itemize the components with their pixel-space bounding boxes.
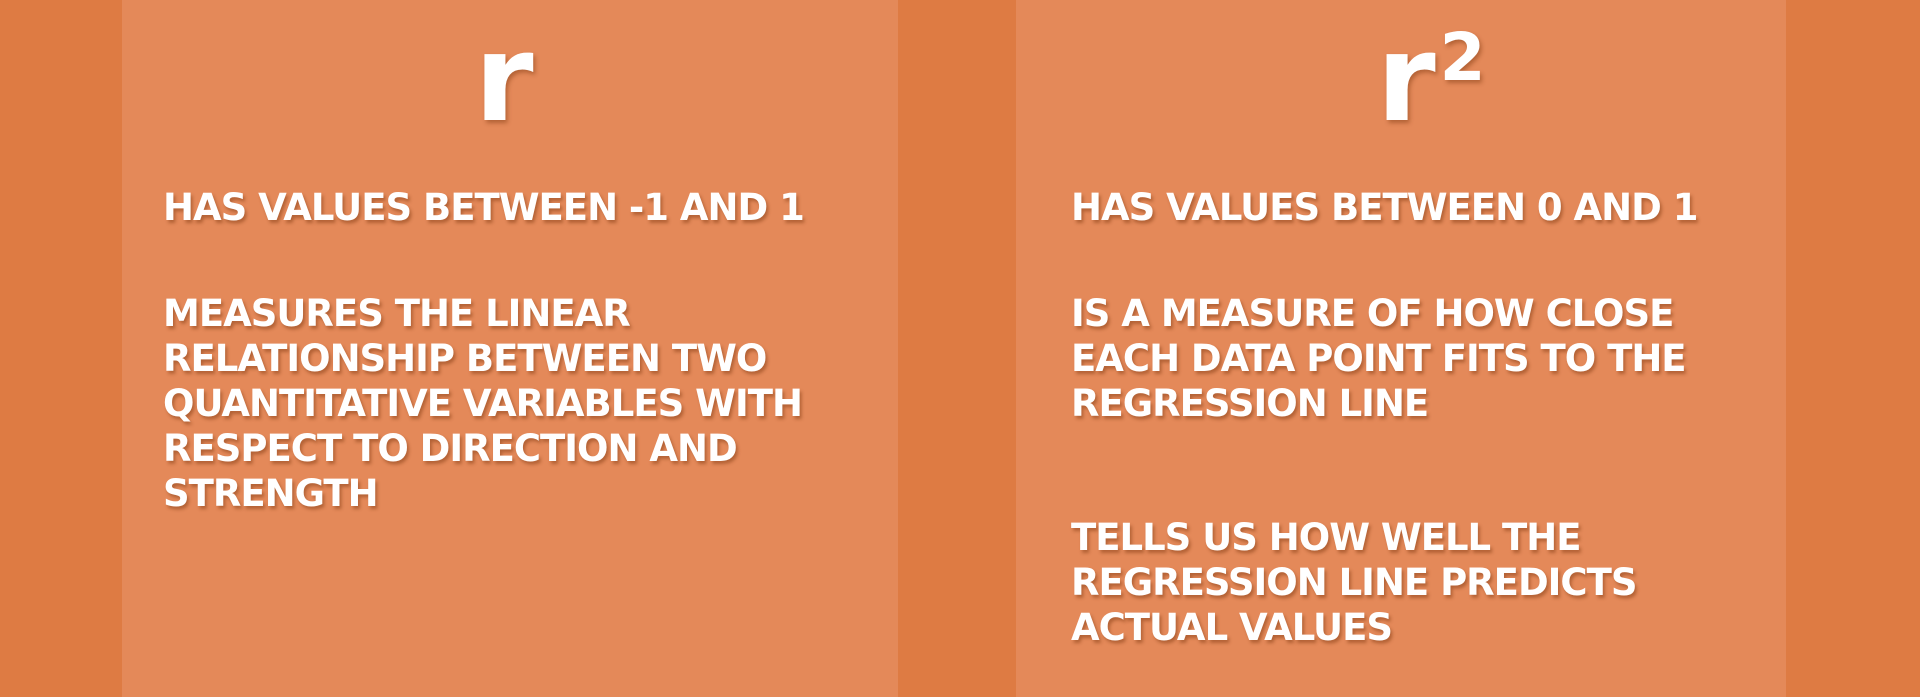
- r-squared-symbol: r: [1376, 10, 1436, 149]
- r-definition-statement: MEASURES THE LINEAR RELATIONSHIP BETWEEN…: [163, 292, 803, 515]
- r-panel: r HAS VALUES BETWEEN -1 AND 1 MEASURES T…: [122, 0, 898, 697]
- r-squared-range-statement: HAS VALUES BETWEEN 0 AND 1: [1071, 186, 1698, 229]
- r-symbol: r: [474, 10, 534, 149]
- r-range-statement: HAS VALUES BETWEEN -1 AND 1: [163, 186, 805, 229]
- r-squared-heading: r2: [1376, 20, 1485, 140]
- r-squared-prediction-statement: TELLS US HOW WELL THE REGRESSION LINE PR…: [1071, 516, 1637, 649]
- r-squared-fit-statement: IS A MEASURE OF HOW CLOSE EACH DATA POIN…: [1071, 292, 1687, 425]
- r-squared-exponent: 2: [1439, 19, 1486, 96]
- r-heading: r: [474, 20, 533, 140]
- r-squared-panel: r2 HAS VALUES BETWEEN 0 AND 1 IS A MEASU…: [1016, 0, 1786, 697]
